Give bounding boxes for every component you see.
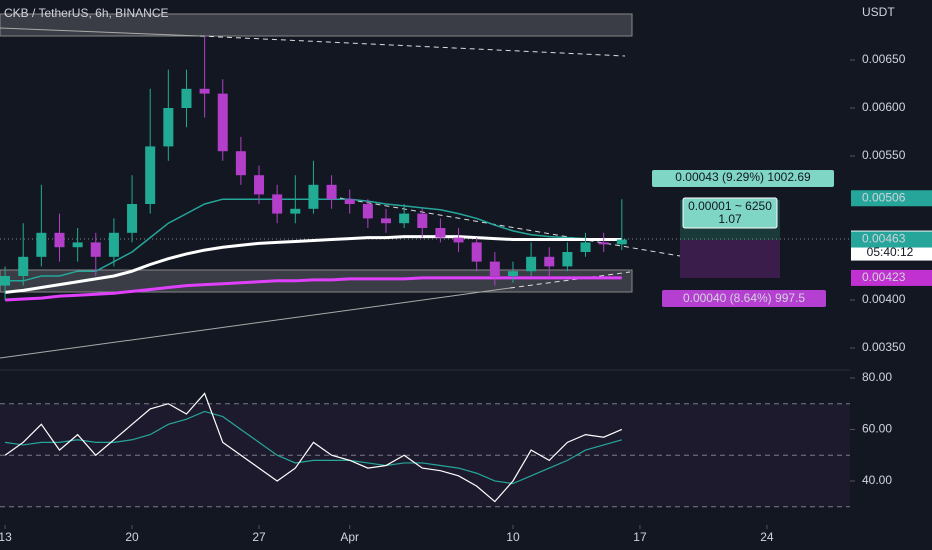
short-zone	[680, 240, 780, 278]
x-tick-label: 27	[252, 530, 266, 544]
label-box	[682, 197, 778, 229]
y-tick-label: 0.00600	[862, 100, 906, 114]
line-series	[4, 276, 622, 302]
trendline	[339, 197, 681, 257]
price-label	[851, 231, 932, 248]
price-label	[851, 190, 932, 207]
candle-body	[326, 184, 337, 200]
countdown: 05:40:12	[867, 245, 914, 259]
candle-body	[562, 252, 573, 267]
candle-body	[0, 276, 11, 286]
countdown-bg	[851, 246, 932, 261]
price-label	[851, 269, 932, 286]
candle-body	[526, 256, 537, 272]
candle-body	[399, 213, 410, 224]
price-label-text: 0.00463	[862, 232, 906, 246]
candle-body	[36, 232, 47, 257]
candle-body	[181, 88, 192, 109]
label-box	[652, 170, 834, 187]
candle-body	[272, 194, 283, 214]
x-tick-label: 10	[506, 530, 520, 544]
candle-body	[217, 93, 228, 152]
y-tick-label: 40.00	[862, 473, 892, 487]
candle-body	[507, 271, 518, 277]
trendline	[0, 287, 511, 359]
candle-body	[598, 242, 609, 245]
currency: USDT	[862, 5, 895, 19]
candle-body	[453, 237, 464, 243]
trendline	[509, 271, 631, 289]
x-tick-label: 20	[125, 530, 139, 544]
y-tick-label: 0.00650	[862, 52, 906, 66]
trendline	[0, 27, 201, 37]
y-tick-label: 0.00550	[862, 148, 906, 162]
price-label-text: 0.00423	[862, 270, 906, 284]
trendline	[199, 35, 626, 57]
candle-body	[344, 199, 355, 205]
annotation: 0.00043 (9.29%) 1002.69	[675, 170, 811, 184]
x-tick-label: 24	[760, 530, 774, 544]
label-box	[662, 290, 826, 307]
candle-body	[127, 204, 138, 233]
candle-body	[580, 242, 591, 253]
line-series	[4, 392, 623, 503]
line-series	[4, 235, 622, 294]
annotation: 0.00040 (8.64%) 997.5	[683, 291, 805, 305]
candle-body	[90, 242, 101, 257]
annotation: 1.07	[718, 212, 742, 226]
price-label-text: 0.00506	[862, 190, 906, 204]
y-tick-label: 0.00400	[862, 292, 906, 306]
candle-body	[471, 242, 482, 262]
line-series	[4, 410, 622, 485]
candle-body	[72, 242, 83, 248]
x-tick-label: 13	[0, 530, 12, 544]
x-tick-label: Apr	[340, 530, 359, 544]
y-tick-label: 80.00	[862, 370, 892, 384]
candle-body	[199, 88, 210, 94]
candle-body	[381, 218, 392, 224]
annotation: 0.00001 ~ 6250	[688, 199, 772, 213]
candle-body	[417, 213, 428, 229]
candle-body	[163, 108, 174, 147]
resistance-zone	[0, 13, 633, 37]
candle-body	[18, 256, 29, 277]
y-tick-label: 60.00	[862, 422, 892, 436]
candle-body	[235, 151, 246, 176]
candle-body	[290, 208, 301, 214]
candle-body	[54, 232, 65, 248]
symbol: CKB / TetherUS, 6h, BINANCE	[4, 6, 169, 20]
candle-body	[362, 204, 373, 219]
candle-body	[616, 239, 627, 245]
candle-body	[308, 184, 319, 209]
candle-body	[254, 175, 265, 195]
x-tick-label: 17	[633, 530, 647, 544]
candle-body	[145, 146, 156, 205]
candle-body	[108, 232, 119, 257]
y-tick-label: 0.00350	[862, 340, 906, 354]
candle-body	[544, 256, 555, 267]
candle-body	[435, 228, 446, 238]
candle-body	[489, 261, 500, 277]
